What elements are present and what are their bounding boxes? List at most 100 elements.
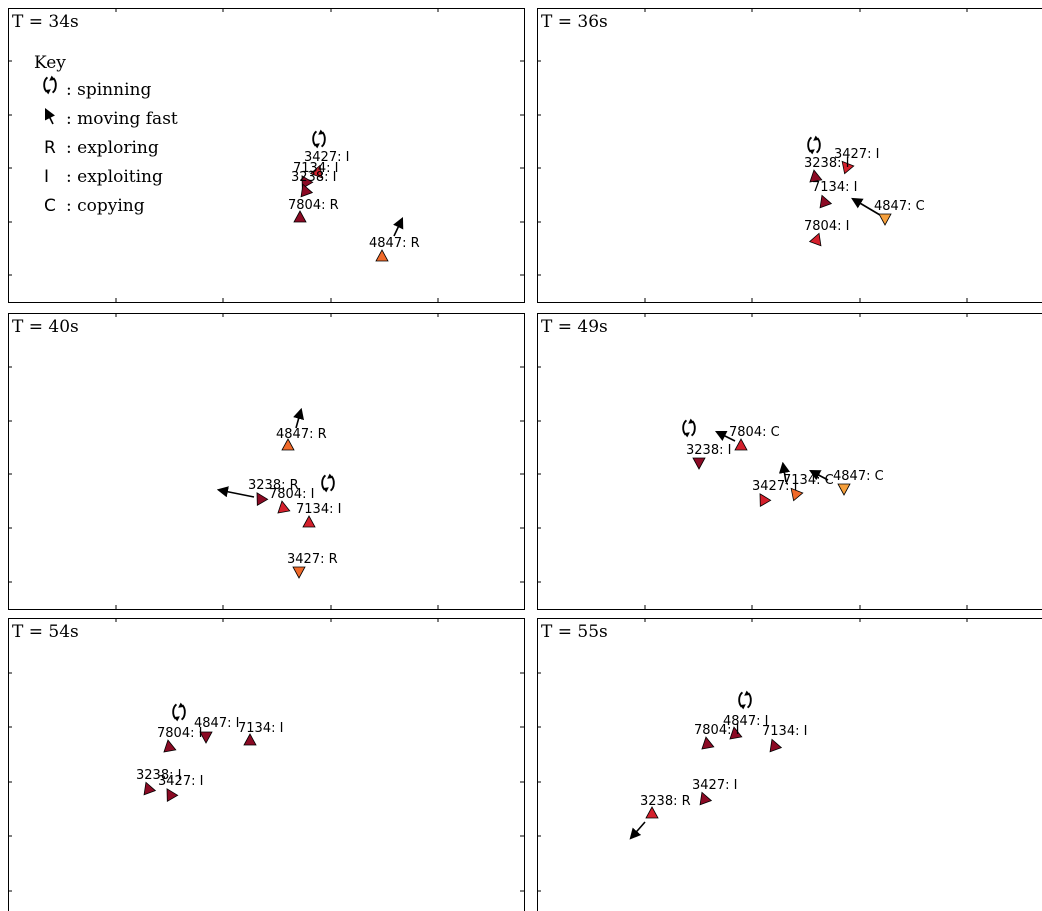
agent-marker: 7804: R	[288, 198, 339, 223]
agent-marker: 3238: R	[640, 794, 691, 819]
legend-symbol: R	[44, 138, 56, 158]
agent-marker: 3427: I	[158, 774, 203, 803]
agent-triangle-icon	[166, 788, 179, 803]
agent-marker: 3238: I	[804, 156, 849, 183]
panel-time-title: T = 36s	[541, 12, 608, 32]
agent-triangle-icon	[729, 726, 743, 740]
legend-row: : spinning	[43, 75, 151, 100]
agent-label: 3427: I	[752, 479, 797, 494]
axis-ticks	[8, 313, 524, 609]
legend-symbol: C	[44, 196, 56, 216]
agent-marker: 3238: I	[686, 443, 731, 470]
agent-label: 7134: I	[812, 180, 857, 195]
agent-marker: 3427: I	[834, 147, 879, 175]
moving-fast-arrow-icon	[809, 469, 829, 481]
agent-label: 7134: I	[238, 721, 283, 736]
agent-label: 3238: I	[136, 768, 181, 783]
agent-marker: 3238: R	[248, 478, 299, 507]
agent-marker: 4847: R	[369, 236, 420, 262]
axis-ticks	[537, 618, 968, 892]
panel-time-title: T = 40s	[12, 317, 79, 337]
agent-label: 3238: R	[248, 478, 299, 493]
agent-label: 7134: C	[783, 473, 834, 488]
agent-marker: 3427: R	[287, 552, 338, 579]
agent-label: 3427: I	[834, 147, 879, 162]
legend-symbol: I	[44, 167, 49, 187]
agent-triangle-icon	[790, 487, 804, 502]
agent-triangle-icon	[819, 194, 833, 209]
legend-row: : moving fast	[44, 107, 178, 129]
agent-label: 7134: I	[296, 502, 341, 517]
agent-label: 4847: C	[874, 199, 925, 214]
agent-label: 4847: R	[276, 427, 327, 442]
agent-triangle-icon	[701, 736, 715, 750]
moving-fast-arrow-icon	[629, 821, 646, 840]
agent-triangle-icon	[837, 483, 851, 496]
agent-label: 7134: I	[293, 161, 338, 176]
agent-label: 4847: R	[369, 236, 420, 251]
spinning-icon	[172, 702, 186, 722]
agent-triangle-icon	[302, 515, 316, 528]
agent-marker: 7134: I	[296, 502, 341, 528]
spinning-icon	[807, 135, 821, 155]
agent-triangle-icon	[281, 438, 295, 451]
agent-triangle-icon	[809, 169, 823, 183]
agent-marker: 7804: I	[694, 723, 739, 750]
agent-triangle-icon	[699, 791, 713, 806]
panel-frame	[8, 313, 525, 610]
legend-label: : spinning	[66, 80, 151, 100]
agent-marker: 7804: I	[157, 726, 202, 753]
moving-fast-arrow-icon	[714, 430, 736, 442]
panel-frame	[8, 618, 525, 911]
spinning-icon	[43, 75, 57, 95]
panel-time-title: T = 49s	[541, 317, 608, 337]
agent-marker: 3427: I	[304, 150, 349, 179]
panel-time-title: T = 55s	[541, 622, 608, 642]
agent-triangle-icon	[292, 566, 306, 579]
legend-row: C: copying	[44, 196, 145, 216]
moving-fast-arrow-icon	[851, 197, 881, 216]
panel-frame	[537, 313, 1042, 610]
agent-triangle-icon	[808, 232, 822, 247]
agent-triangle-icon	[143, 781, 157, 796]
panel-frame	[537, 618, 1042, 911]
agent-label: 3238: I	[804, 156, 849, 171]
spinning-icon	[312, 129, 326, 149]
axis-ticks	[537, 8, 968, 302]
agent-label: 3238: R	[640, 794, 691, 809]
agent-marker: 7804: I	[269, 487, 314, 514]
agent-label: 4847: C	[833, 469, 884, 484]
agent-triangle-icon	[301, 175, 314, 190]
legend-label: : moving fast	[66, 109, 178, 129]
agent-marker: 4847: I	[194, 716, 239, 744]
legend-row: R: exploring	[44, 138, 159, 158]
agent-label: 7804: I	[157, 726, 202, 741]
moving-fast-arrow-icon	[216, 486, 255, 498]
agent-triangle-icon	[309, 164, 323, 179]
agent-label: 7804: I	[804, 219, 849, 234]
agent-marker: 7134: I	[762, 724, 807, 753]
panel-frame	[537, 8, 1042, 303]
agent-marker: 7134: C	[783, 473, 834, 502]
agent-triangle-icon	[645, 806, 659, 819]
agent-label: 4847: I	[723, 714, 768, 729]
agent-triangle-icon	[199, 731, 213, 744]
agent-marker: 4847: R	[276, 427, 327, 451]
agent-label: 3427: I	[158, 774, 203, 789]
agent-label: 3238: I	[291, 170, 336, 185]
legend-label: : exploiting	[66, 167, 163, 187]
moving-fast-arrow-icon	[393, 216, 404, 237]
panel-time-title: T = 54s	[12, 622, 79, 642]
agent-triangle-icon	[769, 738, 783, 753]
agent-label: 3427: I	[692, 778, 737, 793]
moving-fast-arrow-icon	[778, 461, 790, 483]
agent-marker: 7134: I	[812, 180, 857, 209]
agent-label: 7804: I	[694, 723, 739, 738]
agent-triangle-icon	[300, 183, 314, 198]
agent-marker: 7134: I	[238, 721, 283, 746]
